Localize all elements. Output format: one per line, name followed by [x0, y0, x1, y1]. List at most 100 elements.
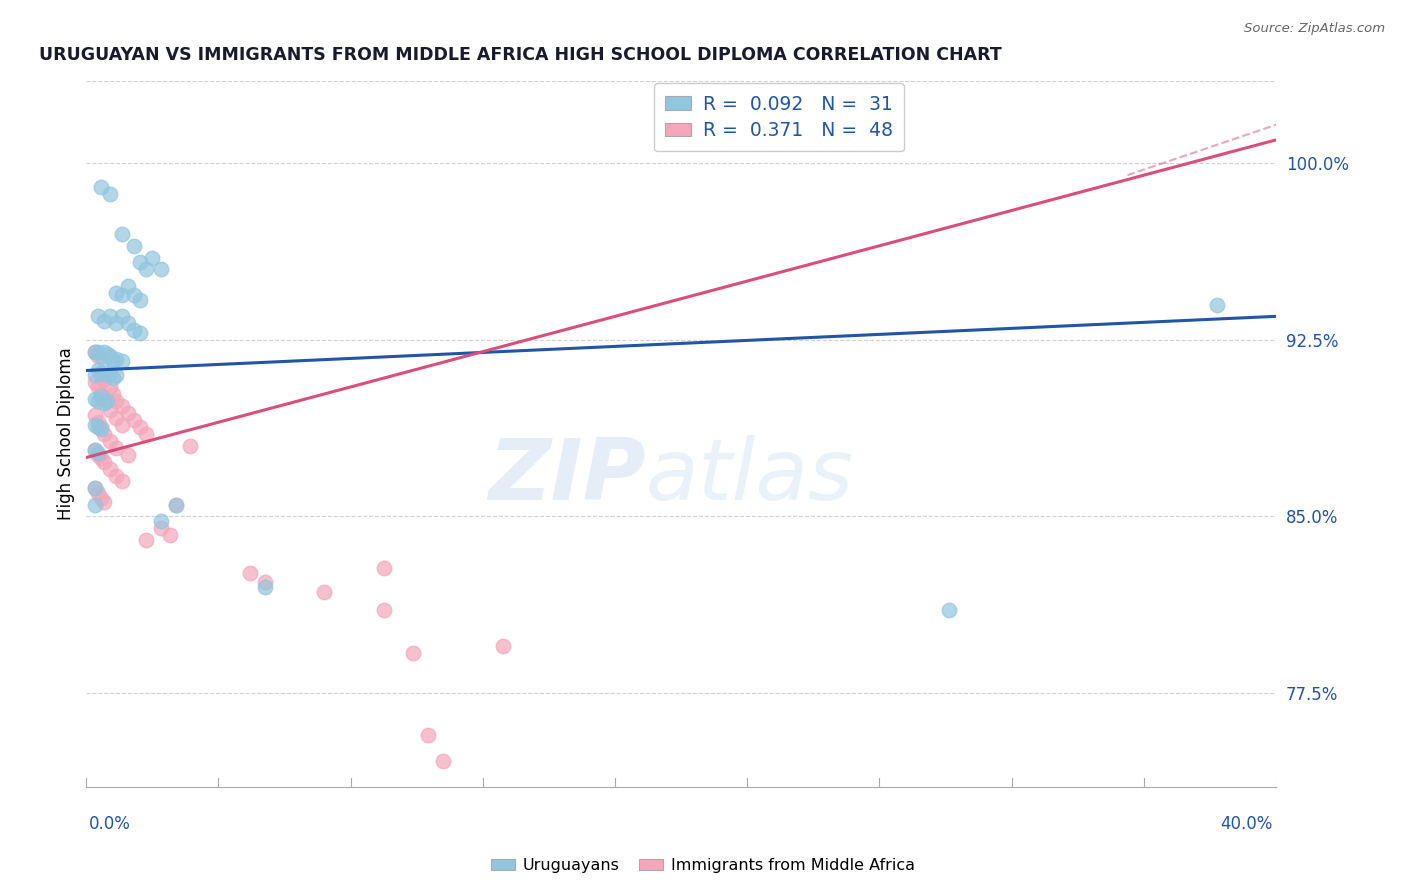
- Point: [90, 450, 112, 465]
- Point: [84, 376, 107, 390]
- Point: [98, 310, 121, 324]
- Point: [105, 441, 128, 455]
- Legend: Uruguayans, Immigrants from Middle Africa: Uruguayans, Immigrants from Middle Afric…: [485, 852, 921, 880]
- Point: [128, 293, 150, 307]
- Point: [84, 443, 107, 458]
- Point: [93, 495, 115, 509]
- Point: [135, 262, 157, 277]
- Point: [105, 285, 128, 300]
- Point: [149, 521, 172, 535]
- Point: [98, 366, 121, 380]
- Point: [87, 349, 110, 363]
- Point: [96, 394, 118, 409]
- Point: [84, 443, 107, 458]
- Point: [122, 323, 145, 337]
- Point: [93, 396, 115, 410]
- Point: [492, 639, 515, 653]
- Point: [105, 469, 128, 483]
- Point: [418, 728, 440, 742]
- Point: [84, 408, 107, 422]
- Point: [105, 351, 128, 366]
- Point: [128, 420, 150, 434]
- Point: [90, 491, 112, 505]
- Point: [105, 394, 128, 409]
- Point: [93, 455, 115, 469]
- Point: [117, 317, 139, 331]
- Point: [253, 580, 276, 594]
- Point: [117, 406, 139, 420]
- Point: [98, 380, 121, 394]
- Point: [84, 481, 107, 495]
- Point: [159, 528, 181, 542]
- Point: [87, 448, 110, 462]
- Text: 0.0%: 0.0%: [89, 815, 131, 833]
- Point: [135, 533, 157, 547]
- Point: [253, 575, 276, 590]
- Point: [84, 344, 107, 359]
- Point: [373, 561, 395, 575]
- Point: [128, 255, 150, 269]
- Point: [149, 262, 172, 277]
- Point: [93, 427, 115, 442]
- Point: [111, 310, 134, 324]
- Point: [98, 349, 121, 363]
- Point: [1205, 297, 1227, 311]
- Point: [90, 368, 112, 383]
- Point: [87, 446, 110, 460]
- Point: [165, 498, 187, 512]
- Point: [128, 326, 150, 340]
- Point: [93, 344, 115, 359]
- Point: [111, 417, 134, 432]
- Point: [314, 584, 336, 599]
- Point: [111, 227, 134, 241]
- Point: [135, 427, 157, 442]
- Point: [239, 566, 262, 580]
- Point: [117, 448, 139, 462]
- Text: URUGUAYAN VS IMMIGRANTS FROM MIDDLE AFRICA HIGH SCHOOL DIPLOMA CORRELATION CHART: URUGUAYAN VS IMMIGRANTS FROM MIDDLE AFRI…: [39, 46, 1001, 64]
- Point: [93, 392, 115, 406]
- Point: [141, 251, 163, 265]
- Point: [84, 417, 107, 432]
- Point: [101, 354, 124, 368]
- Point: [111, 474, 134, 488]
- Point: [87, 420, 110, 434]
- Point: [117, 278, 139, 293]
- Point: [179, 439, 201, 453]
- Point: [98, 403, 121, 417]
- Point: [87, 394, 110, 409]
- Point: [98, 434, 121, 448]
- Point: [149, 514, 172, 528]
- Point: [122, 239, 145, 253]
- Point: [90, 420, 112, 434]
- Point: [111, 354, 134, 368]
- Point: [90, 366, 112, 380]
- Point: [105, 410, 128, 425]
- Point: [87, 380, 110, 394]
- Point: [105, 317, 128, 331]
- Y-axis label: High School Diploma: High School Diploma: [58, 348, 75, 520]
- Point: [93, 363, 115, 377]
- Text: 40.0%: 40.0%: [1220, 815, 1272, 833]
- Point: [90, 389, 112, 403]
- Point: [165, 498, 187, 512]
- Point: [90, 349, 112, 363]
- Point: [93, 373, 115, 387]
- Point: [938, 603, 960, 617]
- Point: [84, 392, 107, 406]
- Legend: R =  0.092   N =  31, R =  0.371   N =  48: R = 0.092 N = 31, R = 0.371 N = 48: [654, 83, 904, 152]
- Point: [84, 498, 107, 512]
- Point: [90, 387, 112, 401]
- Point: [87, 485, 110, 500]
- Point: [402, 646, 425, 660]
- Point: [105, 368, 128, 383]
- Point: [432, 754, 454, 768]
- Point: [98, 462, 121, 476]
- Point: [84, 344, 107, 359]
- Point: [111, 288, 134, 302]
- Text: ZIP: ZIP: [488, 434, 645, 518]
- Point: [111, 399, 134, 413]
- Text: Source: ZipAtlas.com: Source: ZipAtlas.com: [1244, 22, 1385, 36]
- Text: atlas: atlas: [645, 434, 853, 518]
- Point: [90, 422, 112, 436]
- Point: [98, 186, 121, 201]
